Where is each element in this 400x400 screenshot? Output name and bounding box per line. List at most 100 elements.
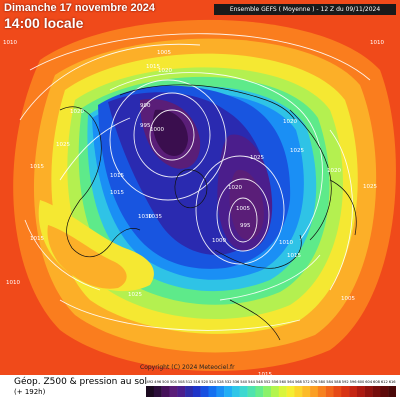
pressure-label: 1015 xyxy=(258,372,272,375)
pressure-label: 1025 xyxy=(363,184,377,190)
pressure-label: 1005 xyxy=(236,206,250,212)
legend-swatch xyxy=(286,386,295,397)
legend-swatch xyxy=(169,386,178,397)
pressure-label: 1030 xyxy=(138,214,152,220)
pressure-labels: 1010 1010 1005 1015 1020 990 995 1000 10… xyxy=(3,40,384,375)
pressure-label: 1015 xyxy=(30,164,44,170)
legend-swatch xyxy=(200,386,209,397)
pressure-label: 995 xyxy=(240,223,251,229)
legend-swatch xyxy=(177,386,186,397)
legend-swatch xyxy=(310,386,319,397)
legend-swatch xyxy=(208,386,217,397)
legend-tick-label: 520 xyxy=(201,380,209,384)
isobar-outer-2 xyxy=(19,43,201,121)
legend-tick-label: 592 xyxy=(342,380,349,384)
legend-swatches xyxy=(146,386,396,397)
coast-africa xyxy=(229,299,281,341)
isobar-atlantic xyxy=(219,254,321,301)
legend-swatch xyxy=(263,386,272,397)
pressure-label: 1000 xyxy=(212,238,226,244)
legend-tick-label: 608 xyxy=(373,380,381,384)
legend-swatch xyxy=(380,386,389,397)
isobar-low-west-2 xyxy=(133,92,211,178)
legend-tick-label: 560 xyxy=(279,380,287,384)
forecast-time: 14:00 locale xyxy=(4,15,84,31)
legend-tick-label: 504 xyxy=(170,380,178,384)
pressure-label: 1020 xyxy=(158,68,172,74)
legend-swatch xyxy=(146,386,155,397)
legend-swatch xyxy=(153,386,162,397)
legend-swatch xyxy=(216,386,225,397)
legend-swatch xyxy=(364,386,373,397)
geopotential-map: 1010 1010 1005 1015 1020 990 995 1000 10… xyxy=(0,0,400,375)
color-legend: 492 496 500 504 508 512 516 520 524 528 532 536 540 5… xyxy=(146,380,397,397)
legend-swatch xyxy=(302,386,311,397)
pressure-label: 1015 xyxy=(110,173,124,179)
copyright-notice: Copyright (C) 2024 Meteociel.fr xyxy=(140,364,235,371)
legend-swatch xyxy=(333,386,342,397)
isobar-polar xyxy=(109,72,323,241)
coast-north-america xyxy=(59,106,141,257)
pressure-label: 1005 xyxy=(341,296,355,302)
legend-tick-label: 600 xyxy=(357,380,365,384)
pressure-label: 1025 xyxy=(250,155,264,161)
legend-swatch xyxy=(161,386,170,397)
forecast-date: Dimanche 17 novembre 2024 xyxy=(4,2,156,14)
legend-swatch xyxy=(192,386,201,397)
isobar-outer-3 xyxy=(329,129,353,291)
legend-swatch xyxy=(271,386,280,397)
legend-tick-label: 516 xyxy=(193,380,201,384)
pressure-label: 1025 xyxy=(56,142,70,148)
pressure-label: 1015 xyxy=(287,253,301,259)
isobar-outer-1 xyxy=(29,33,371,81)
legend-swatch xyxy=(356,386,365,397)
pressure-label: 1010 xyxy=(370,40,384,46)
legend-swatch xyxy=(278,386,287,397)
legend-tick-label: 532 xyxy=(225,380,232,384)
legend-swatch xyxy=(325,386,334,397)
isobar-low-west-1 xyxy=(149,109,195,161)
pressure-label: 1015 xyxy=(110,190,124,196)
isobar-outer-5 xyxy=(24,219,101,291)
isobar-low-east-2 xyxy=(216,178,270,252)
legend-tick-label: 576 xyxy=(311,380,319,384)
trough-west-core xyxy=(152,109,188,156)
pressure-label: 990 xyxy=(140,103,151,109)
legend-tick-label: 548 xyxy=(256,380,264,384)
legend-tick-label: 596 xyxy=(350,380,358,384)
legend-tick-label: 572 xyxy=(303,380,310,384)
pressure-label: 1025 xyxy=(128,292,142,298)
legend-tick-labels: 492 496 500 504 508 512 516 520 524 528 532 536 540 5… xyxy=(147,380,397,384)
legend-tick-label: 536 xyxy=(232,380,240,384)
legend-swatch xyxy=(388,386,396,397)
pressure-label: 1025 xyxy=(290,148,304,154)
legend-tick-label: 564 xyxy=(287,380,295,384)
legend-tick-label: 540 xyxy=(240,380,248,384)
legend-tick-label: 544 xyxy=(248,380,256,384)
legend-tick-label: 580 xyxy=(318,380,326,384)
legend-tick-label: 492 xyxy=(147,380,154,384)
legend-tick-label: 568 xyxy=(295,380,303,384)
legend-swatch xyxy=(239,386,248,397)
pressure-label: 1020 xyxy=(70,109,84,115)
legend-swatch xyxy=(224,386,233,397)
legend-swatch xyxy=(341,386,350,397)
legend-swatch xyxy=(317,386,326,397)
legend-tick-label: 500 xyxy=(162,380,170,384)
legend-tick-label: 512 xyxy=(186,380,193,384)
legend-swatch xyxy=(372,386,381,397)
legend-tick-label: 604 xyxy=(365,380,373,384)
legend-tick-label: 556 xyxy=(272,380,280,384)
pressure-label: 1010 xyxy=(279,240,293,246)
isobar-low-east-1 xyxy=(228,197,258,243)
legend-tick-label: 508 xyxy=(178,380,186,384)
coast-arctic xyxy=(119,84,296,121)
pressure-label: 1010 xyxy=(6,280,20,286)
pressure-label: 995 xyxy=(140,123,151,129)
coastlines xyxy=(59,84,357,341)
pressure-label: 1015 xyxy=(146,64,160,70)
isobar-pacific xyxy=(59,117,131,181)
pressure-label: 1020 xyxy=(228,185,242,191)
legend-swatch xyxy=(185,386,194,397)
legend-tick-label: 588 xyxy=(334,380,342,384)
